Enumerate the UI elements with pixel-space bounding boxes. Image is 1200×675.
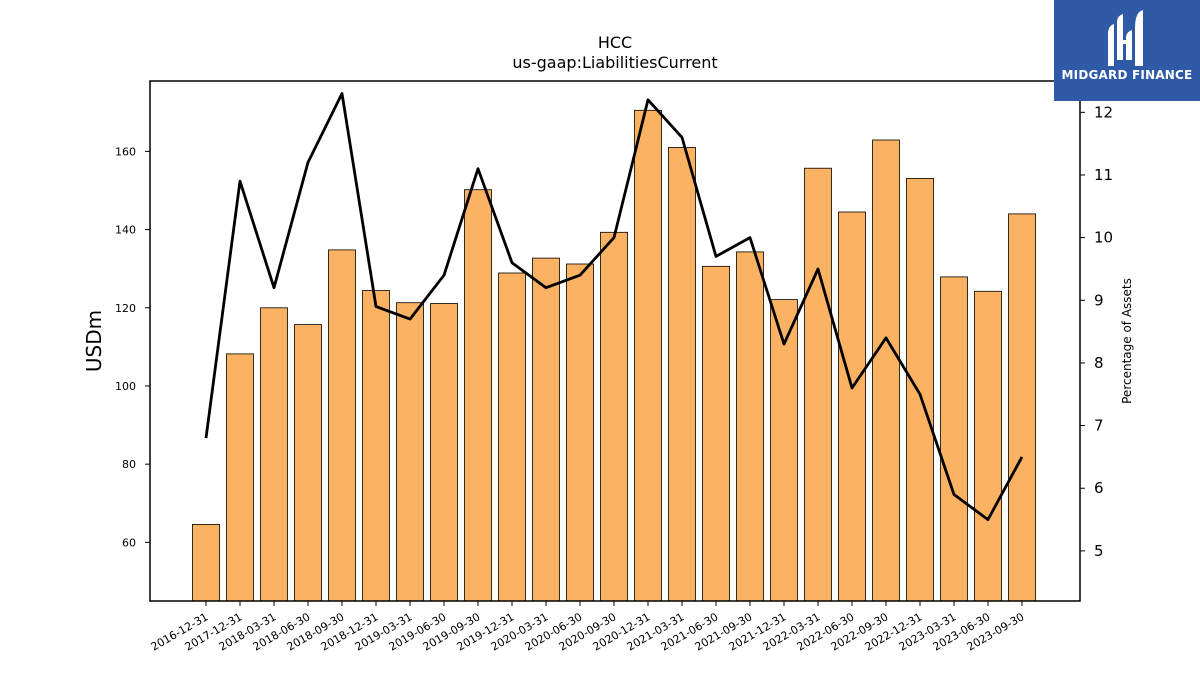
bar [600,231,628,602]
bar [974,290,1002,602]
bar [532,257,560,602]
bar [770,299,798,602]
x-axis: 2016-12-312017-12-312018-03-312018-06-30… [149,601,1027,654]
bar [668,147,696,602]
bar [396,302,424,602]
bar [1008,213,1036,602]
chart-subtitle: us-gaap:LiabilitiesCurrent [512,53,717,72]
y-right-tick-label: 5 [1094,542,1104,560]
bar [362,290,390,602]
plot-frame [149,80,1081,602]
bar [192,524,220,602]
y-tick-label: 80 [122,458,136,471]
bar [940,276,968,602]
bar [736,251,764,602]
bar [566,263,594,602]
y-axis-left: 60 80 100 120 140 160 [115,145,150,549]
y-tick-label: 100 [115,380,136,393]
bar [430,303,458,602]
bar [294,324,322,602]
bar [260,307,288,602]
brand-mark-icon [1108,10,1143,66]
y-right-tick-label: 10 [1094,229,1113,247]
bar [838,211,866,602]
y-tick-label: 120 [115,302,136,315]
y-right-tick-label: 12 [1094,103,1113,121]
brand-logo: MIDGARD FINANCE [1054,0,1200,101]
y-right-tick-label: 7 [1094,417,1104,435]
y-tick-label: 140 [115,224,136,237]
line-series [204,92,1024,521]
y-right-tick-label: 11 [1094,166,1113,184]
bar [328,249,356,602]
y-axis-right: 5 6 7 8 9 10 11 12 [1080,103,1113,560]
bar [872,139,900,602]
bar [702,265,730,602]
y-right-tick-label: 9 [1094,291,1104,309]
y-right-tick-label: 8 [1094,354,1104,372]
brand-name: MIDGARD FINANCE [1061,68,1193,82]
y-tick-label: 60 [122,536,136,549]
y-axis-label-left: USDm [82,310,106,372]
y-axis-label-right: Percentage of Assets [1120,278,1134,404]
y-right-tick-label: 6 [1094,479,1104,497]
bar [804,167,832,602]
bar [498,272,526,602]
y-tick-label: 160 [115,145,136,158]
bar-series [192,109,1036,602]
bar [464,189,492,602]
bar [906,177,934,602]
bar [634,109,662,602]
bar [226,353,254,602]
chart-title: HCC [598,33,632,52]
